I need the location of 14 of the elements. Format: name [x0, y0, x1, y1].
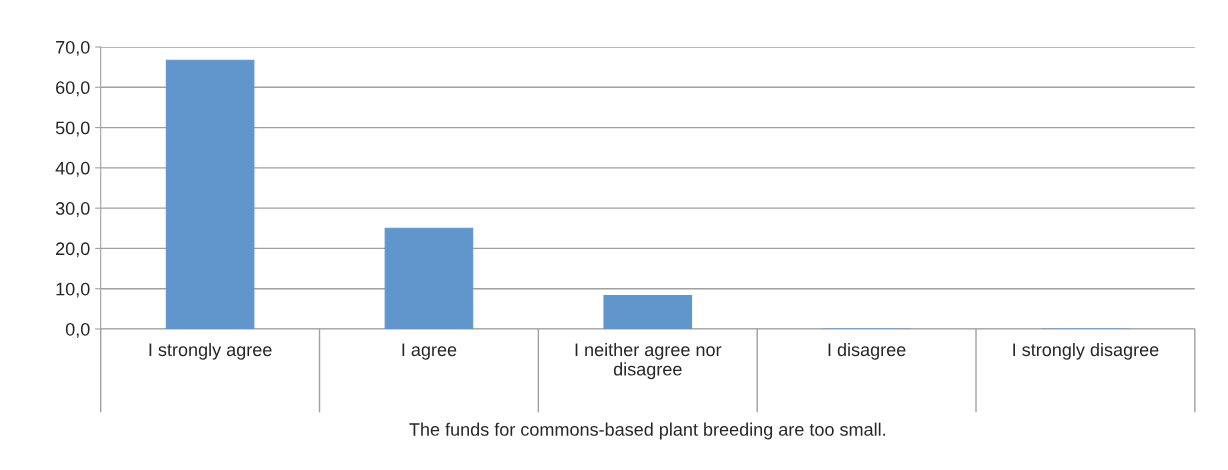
- x-tick-label: I agree: [402, 343, 457, 360]
- x-tick-label: I neither agree nor disagree: [575, 342, 722, 380]
- y-tick-label: 60,0: [56, 81, 90, 97]
- x-tick-label: I strongly agree: [149, 342, 272, 360]
- y-tick-label: 50,0: [55, 121, 90, 137]
- y-tick-label: 40,0: [55, 161, 90, 177]
- y-tick-label: 0,0: [65, 322, 90, 338]
- y-tick-label: 10,0: [56, 282, 90, 298]
- y-tick-label: 30,0: [55, 202, 90, 217]
- x-tick-label: I strongly disagree: [1013, 342, 1159, 360]
- y-tick-label: 20,0: [56, 242, 90, 258]
- x-tick-label: I disagree: [828, 342, 906, 360]
- y-tick-label: 70,0: [56, 40, 90, 56]
- x-axis-title: The funds for commons-based plant breeding are too small.: [409, 422, 885, 440]
